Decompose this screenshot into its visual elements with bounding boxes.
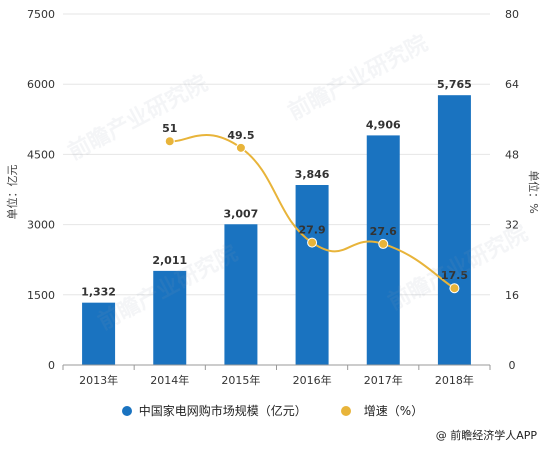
bar[interactable] xyxy=(82,302,116,365)
legend-item-line[interactable]: 增速（%） xyxy=(335,402,423,419)
grid-lines xyxy=(63,13,490,296)
y2-tick-label: 48 xyxy=(505,148,519,161)
bar[interactable] xyxy=(437,95,471,365)
line-value-label: 51 xyxy=(162,122,177,135)
legend-line-swatch xyxy=(335,405,357,416)
line-point[interactable] xyxy=(164,136,175,147)
line-point[interactable] xyxy=(449,283,460,294)
x-tick-label: 2013年 xyxy=(79,373,118,387)
x-tick-label: 2014年 xyxy=(150,373,189,387)
bar-value-label: 3,846 xyxy=(295,168,330,181)
x-tick-label: 2015年 xyxy=(221,373,260,387)
y-tick-label: 4500 xyxy=(27,148,55,161)
bar-series: 1,332 2,011 3,007 3,846 4,906 5,765 xyxy=(81,78,472,365)
legend: 中国家电网购市场规模（亿元） 增速（%） xyxy=(0,402,545,419)
x-tick-label: 2017年 xyxy=(364,373,403,387)
line-series: 51 49.5 27.9 27.6 17.5 xyxy=(162,122,468,294)
line-value-label: 49.5 xyxy=(227,129,254,142)
y-axis-ticks: 0 1500 3000 4500 6000 7500 xyxy=(27,8,55,372)
line-value-label: 27.6 xyxy=(370,225,397,238)
y2-tick-label: 64 xyxy=(505,78,519,91)
bar-value-label: 1,332 xyxy=(81,286,116,299)
y2-tick-label: 0 xyxy=(509,359,516,372)
line-point[interactable] xyxy=(378,238,389,249)
line-value-label: 27.9 xyxy=(299,224,326,237)
bar[interactable] xyxy=(153,270,187,365)
y-tick-label: 0 xyxy=(48,359,55,372)
y2-tick-label: 80 xyxy=(505,8,519,21)
bar-value-label: 2,011 xyxy=(152,254,187,267)
x-tick-label: 2018年 xyxy=(435,373,474,387)
y-tick-label: 3000 xyxy=(27,219,55,232)
bar[interactable] xyxy=(224,224,258,365)
y2-axis-ticks: 0 16 32 48 64 80 xyxy=(505,8,519,372)
bar-value-label: 3,007 xyxy=(224,207,259,220)
x-tick-label: 2016年 xyxy=(293,373,332,387)
line-value-label: 17.5 xyxy=(441,269,468,282)
y-tick-label: 6000 xyxy=(27,78,55,91)
legend-bar-label: 中国家电网购市场规模（亿元） xyxy=(138,404,307,418)
y-tick-label: 1500 xyxy=(27,289,55,302)
x-axis-ticks: 2013年 2014年 2015年 2016年 2017年 2018年 xyxy=(62,365,491,387)
y2-axis-title: 单位：% xyxy=(527,170,541,213)
legend-bar-swatch xyxy=(121,405,132,416)
source-credit: @ 前瞻经济学人APP xyxy=(435,429,537,442)
y-axis-title: 单位：亿元 xyxy=(5,165,19,220)
y-tick-label: 7500 xyxy=(27,8,55,21)
bar[interactable] xyxy=(295,185,329,365)
y2-tick-label: 16 xyxy=(505,289,519,302)
legend-item-bar[interactable]: 中国家电网购市场规模（亿元） xyxy=(121,402,307,419)
line-point[interactable] xyxy=(307,237,318,248)
y2-tick-label: 32 xyxy=(505,219,519,232)
bar[interactable] xyxy=(366,135,400,365)
line-point[interactable] xyxy=(235,142,246,153)
bar-value-label: 5,765 xyxy=(437,78,472,91)
legend-line-label: 增速（%） xyxy=(363,404,424,418)
bar-value-label: 4,906 xyxy=(366,118,401,131)
